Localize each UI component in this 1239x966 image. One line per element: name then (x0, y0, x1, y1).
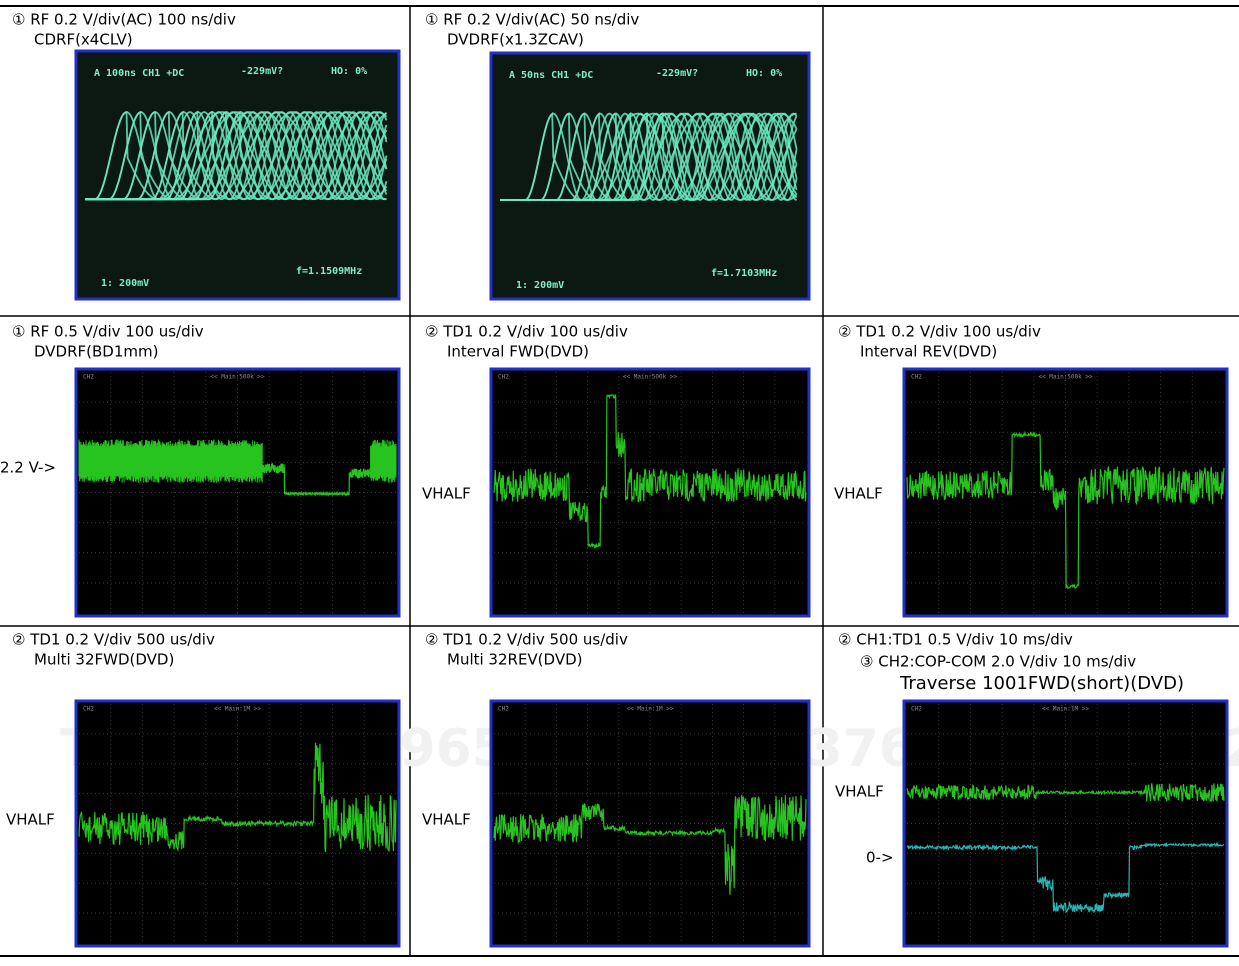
screen-text: << Main:1M >> (214, 706, 261, 713)
screen-text: -229mV? (241, 66, 283, 77)
caption: Traverse 1001FWD(short)(DVD) (899, 673, 1184, 694)
screen-text: << Main:500k >> (1038, 374, 1093, 381)
screen-text: CH2 (83, 706, 94, 713)
caption: ① RF 0.2 V/div(AC) 100 ns/div (12, 11, 236, 29)
caption: ② CH1:TD1 0.5 V/div 10 ms/div (838, 631, 1073, 649)
caption: ① RF 0.5 V/div 100 us/div (12, 323, 204, 341)
scope-screen: CH2 << Main:1M >> (902, 699, 1229, 948)
caption: Multi 32FWD(DVD) (34, 651, 174, 669)
screen-text: 1: 200mV (101, 278, 149, 289)
screen-text: HO: 0% (746, 68, 782, 79)
caption: ② TD1 0.2 V/div 500 us/div (425, 631, 628, 649)
screen-text: HO: 0% (331, 66, 367, 77)
screen-text: A 100ns CH1 +DC (94, 68, 184, 79)
scope-screen: CH2 << Main:500k >> (489, 367, 811, 618)
trace (906, 841, 1225, 914)
trace (493, 794, 807, 895)
trace (85, 111, 388, 201)
screen-text: CH2 (498, 706, 509, 713)
screen-text: CH2 (911, 706, 922, 713)
caption: Interval FWD(DVD) (447, 343, 589, 361)
trace (262, 462, 372, 497)
caption: ② TD1 0.2 V/div 500 us/div (12, 631, 215, 649)
caption: ② TD1 0.2 V/div 100 us/div (425, 323, 628, 341)
side-label: 2.2 V-> (0, 459, 56, 477)
screen-text: CH2 (498, 374, 509, 381)
screen-text: << Main:1M >> (1042, 706, 1089, 713)
scope-screen: CH2 << Main:500k >> (902, 367, 1229, 618)
side-label: VHALF (834, 485, 883, 503)
caption: CDRF(x4CLV) (34, 31, 133, 49)
caption: Multi 32REV(DVD) (447, 651, 582, 669)
scope-screen: CH2 << Main:1M >> (489, 699, 811, 948)
trace (370, 439, 397, 483)
trace (500, 112, 798, 201)
trace (85, 110, 388, 201)
screen-text: A 50ns CH1 +DC (509, 70, 593, 81)
trace (906, 430, 1225, 590)
trace (493, 394, 807, 549)
trace (78, 742, 397, 853)
side-label: VHALF (422, 811, 471, 829)
caption: DVDRF(x1.3ZCAV) (447, 31, 584, 49)
side-label: VHALF (6, 811, 55, 829)
trace (85, 110, 388, 201)
table-lines (0, 5, 1239, 957)
screen-text: CH2 (911, 374, 922, 381)
screen-text: -229mV? (656, 68, 698, 79)
side-label: VHALF (422, 485, 471, 503)
caption: ① RF 0.2 V/div(AC) 50 ns/div (425, 11, 639, 29)
scope-screen: A 50ns CH1 +DC -229mV? HO: 0% 1: 200mV f=1.7… (489, 51, 811, 301)
scope-screen: CH2 << Main:500k >> (74, 367, 401, 618)
caption: Interval REV(DVD) (860, 343, 997, 361)
caption: ③ CH2:COP-COM 2.0 V/div 10 ms/div (860, 653, 1136, 671)
side-label: VHALF (835, 783, 884, 801)
screen-text: << Main:1M >> (627, 706, 674, 713)
screen-text: CH2 (83, 374, 94, 381)
scope-screen: A 100ns CH1 +DC -229mV? HO: 0% 1: 200mV f=1.… (74, 49, 401, 301)
screen-frame (902, 699, 1229, 948)
screen-text: << Main:500k >> (210, 374, 265, 381)
screen-text: f=1.7103MHz (711, 268, 777, 279)
trace (78, 439, 263, 483)
caption: DVDRF(BD1mm) (34, 343, 158, 361)
caption: ② TD1 0.2 V/div 100 us/div (838, 323, 1041, 341)
screen-text: f=1.1509MHz (296, 266, 362, 277)
trace (906, 783, 1225, 802)
screen-text: << Main:500k >> (623, 374, 678, 381)
side-label: 0-> (866, 849, 894, 867)
screen-text: 1: 200mV (516, 280, 564, 291)
scope-screen: CH2 << Main:1M >> (74, 699, 401, 948)
